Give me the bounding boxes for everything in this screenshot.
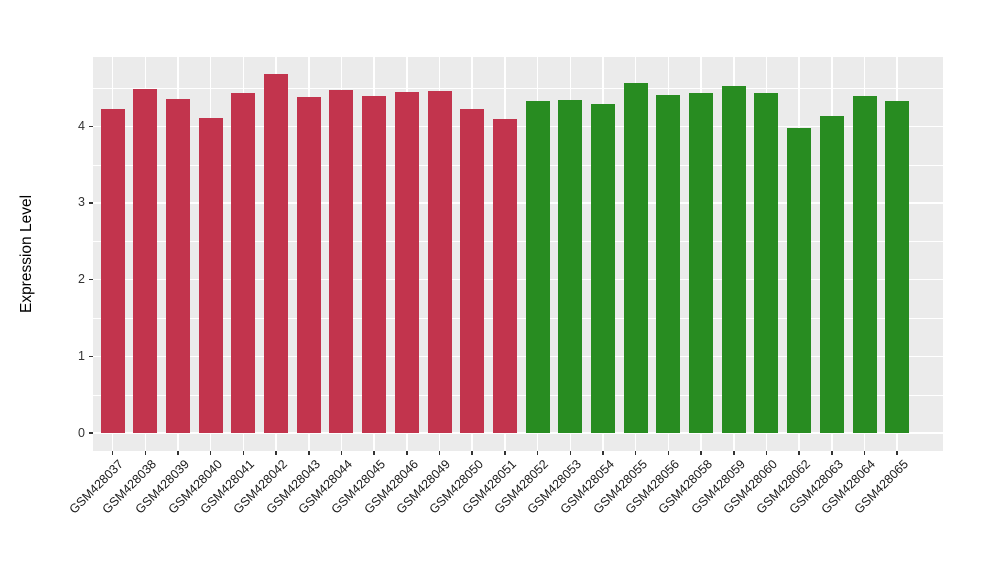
- x-axis-tick-mark: [602, 451, 604, 455]
- x-axis-tick-mark: [536, 451, 539, 455]
- y-axis-tick-mark: [89, 125, 93, 128]
- x-axis-tick-mark: [144, 451, 147, 455]
- x-axis-tick-mark: [308, 451, 310, 455]
- bar-GSM428040: [198, 117, 223, 433]
- gridline-major-horizontal: [93, 355, 943, 358]
- bar-GSM428054: [591, 104, 615, 433]
- bar-GSM428039: [166, 98, 190, 433]
- x-axis-tick-mark: [634, 451, 637, 455]
- x-axis-tick-mark: [504, 451, 506, 455]
- y-axis-tick-mark: [89, 278, 93, 281]
- bar-GSM428043: [296, 97, 321, 433]
- gridline-major-horizontal: [93, 202, 943, 204]
- bar-GSM428050: [460, 108, 485, 433]
- x-axis-tick-mark: [765, 451, 768, 455]
- bar-GSM428058: [689, 93, 714, 433]
- bar-GSM428063: [819, 116, 844, 433]
- gridline-minor-horizontal: [93, 394, 943, 396]
- x-axis-tick-mark: [700, 451, 702, 455]
- x-axis-tick-mark: [896, 451, 898, 455]
- bar-GSM428055: [623, 82, 648, 433]
- x-axis-tick-mark: [209, 451, 212, 455]
- x-axis-tick-mark: [471, 451, 473, 455]
- x-axis-tick-mark: [242, 451, 245, 455]
- bar-GSM428053: [558, 100, 583, 433]
- gridline-major-horizontal: [93, 278, 943, 281]
- x-axis-tick-mark: [373, 451, 375, 455]
- bar-GSM428045: [362, 96, 387, 433]
- plot-panel: [93, 57, 943, 451]
- gridline-major-horizontal: [93, 432, 943, 434]
- x-axis-tick-mark: [177, 451, 179, 455]
- x-axis-tick-mark: [569, 451, 572, 455]
- bar-GSM428051: [492, 118, 517, 433]
- x-axis-tick-mark: [438, 451, 441, 455]
- bar-GSM428060: [754, 92, 779, 433]
- y-axis-tick-label: 0: [78, 425, 85, 440]
- x-axis-tick-mark: [275, 451, 277, 455]
- bar-GSM428038: [133, 88, 158, 433]
- bar-GSM428041: [231, 92, 256, 433]
- x-axis-tick-mark: [798, 451, 800, 455]
- bar-GSM428044: [329, 90, 354, 433]
- bar-GSM428064: [852, 95, 877, 433]
- y-axis-tick-label: 1: [78, 348, 85, 363]
- x-axis-tick-mark: [667, 451, 670, 455]
- gridline-minor-horizontal: [93, 164, 943, 166]
- x-axis-tick-mark: [733, 451, 735, 455]
- x-axis-tick-mark: [111, 451, 114, 455]
- x-axis-tick-mark: [831, 451, 833, 455]
- y-axis-tick-mark: [89, 355, 93, 358]
- bar-GSM428046: [394, 91, 419, 433]
- gridline-minor-horizontal: [93, 87, 943, 89]
- x-axis-tick-mark: [406, 451, 408, 455]
- bar-GSM428052: [525, 101, 550, 433]
- y-axis-tick-mark: [89, 202, 93, 204]
- bar-GSM428059: [721, 85, 746, 433]
- bar-GSM428065: [885, 101, 910, 433]
- y-axis-tick-mark: [89, 432, 93, 434]
- y-axis-tick-label: 3: [78, 195, 85, 210]
- gridline-major-horizontal: [93, 125, 943, 128]
- x-axis-tick-mark: [863, 451, 866, 455]
- y-axis-tick-label: 2: [78, 272, 85, 287]
- y-axis-tick-label: 4: [78, 118, 85, 133]
- gridline-minor-horizontal: [93, 241, 943, 243]
- bar-GSM428049: [427, 91, 452, 433]
- bar-GSM428042: [264, 74, 289, 433]
- gridline-minor-horizontal: [93, 317, 943, 319]
- bar-GSM428056: [656, 94, 681, 433]
- x-axis-tick-mark: [340, 451, 343, 455]
- y-axis-title: Expression Level: [18, 194, 35, 314]
- bar-GSM428037: [100, 108, 125, 433]
- bar-GSM428062: [787, 127, 812, 433]
